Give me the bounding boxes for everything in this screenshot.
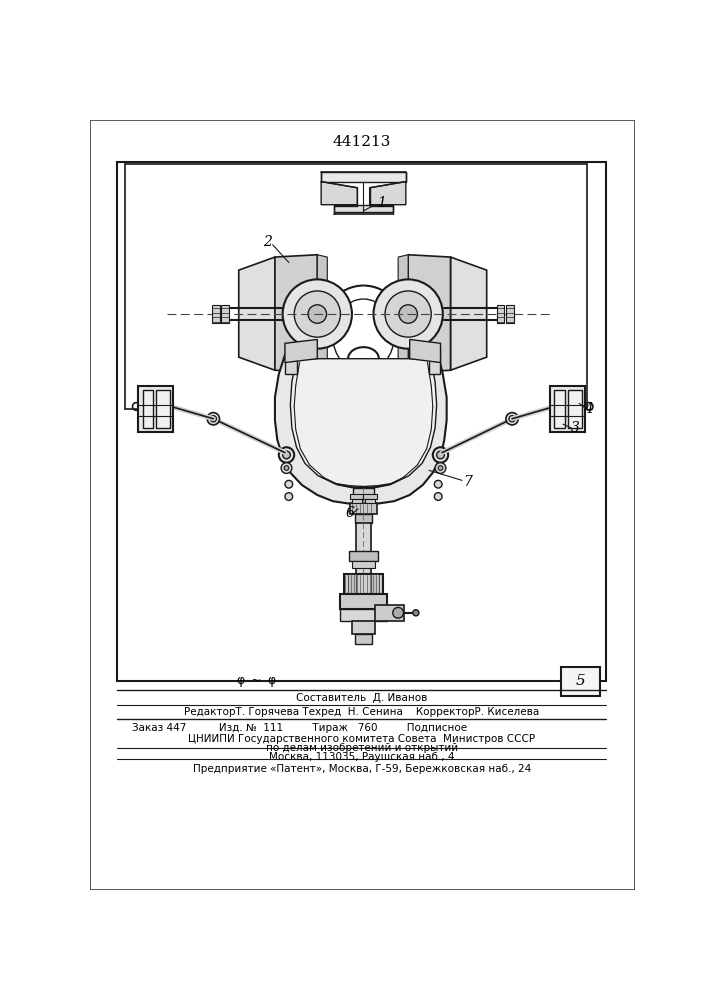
Circle shape	[283, 451, 291, 459]
Circle shape	[393, 607, 404, 618]
Circle shape	[433, 447, 448, 463]
Polygon shape	[351, 494, 363, 499]
Bar	[143, 389, 153, 428]
Polygon shape	[291, 359, 437, 487]
Circle shape	[509, 416, 515, 422]
Text: по делам изобретений и открытий: по делам изобретений и открытий	[266, 743, 458, 753]
Polygon shape	[344, 574, 382, 594]
Polygon shape	[285, 339, 317, 363]
Polygon shape	[497, 305, 504, 323]
Polygon shape	[365, 499, 375, 503]
Text: РедакторТ. Горячева Техред  Н. Сенина    КорректорР. Киселева: РедакторТ. Горячева Техред Н. Сенина Кор…	[185, 707, 539, 717]
Bar	[554, 389, 565, 428]
Circle shape	[434, 493, 442, 500]
Polygon shape	[354, 488, 373, 503]
Polygon shape	[352, 499, 362, 503]
Circle shape	[308, 305, 327, 323]
Polygon shape	[352, 620, 375, 634]
Bar	[117, 162, 606, 681]
Bar	[156, 389, 170, 428]
Polygon shape	[370, 182, 406, 205]
Polygon shape	[321, 172, 406, 182]
Text: Москва, 113035, Раушская наб., 4: Москва, 113035, Раушская наб., 4	[269, 752, 455, 762]
Circle shape	[373, 279, 443, 349]
Circle shape	[210, 416, 216, 422]
Circle shape	[294, 291, 340, 337]
Circle shape	[161, 400, 170, 410]
Polygon shape	[348, 574, 356, 594]
Text: 2: 2	[263, 235, 271, 249]
Circle shape	[207, 413, 219, 425]
Polygon shape	[351, 503, 377, 514]
Polygon shape	[363, 494, 377, 499]
Circle shape	[413, 610, 419, 616]
Circle shape	[132, 403, 140, 410]
Polygon shape	[375, 605, 404, 620]
Circle shape	[585, 403, 593, 410]
Circle shape	[555, 400, 564, 410]
Circle shape	[279, 447, 294, 463]
Polygon shape	[275, 255, 317, 373]
Polygon shape	[340, 609, 387, 620]
Text: 7: 7	[463, 475, 472, 489]
Circle shape	[284, 466, 288, 470]
Bar	[550, 386, 585, 432]
Text: φ: φ	[236, 674, 245, 687]
Polygon shape	[409, 339, 440, 363]
Circle shape	[435, 463, 446, 473]
Polygon shape	[239, 257, 275, 370]
Circle shape	[285, 493, 293, 500]
Polygon shape	[506, 305, 514, 323]
Polygon shape	[450, 257, 486, 370]
Polygon shape	[334, 205, 393, 212]
Polygon shape	[371, 574, 379, 594]
Bar	[568, 389, 582, 428]
Polygon shape	[355, 634, 372, 644]
Text: 5: 5	[575, 674, 585, 688]
Polygon shape	[285, 347, 296, 374]
Circle shape	[438, 466, 443, 470]
Circle shape	[281, 463, 292, 473]
Circle shape	[399, 305, 417, 323]
Polygon shape	[356, 523, 371, 574]
Polygon shape	[212, 305, 219, 323]
Text: ~: ~	[250, 674, 261, 687]
Circle shape	[434, 480, 442, 488]
Circle shape	[437, 451, 444, 459]
Circle shape	[285, 480, 293, 488]
Text: Составитель  Д. Иванов: Составитель Д. Иванов	[296, 692, 428, 703]
Polygon shape	[321, 182, 357, 205]
Text: 6: 6	[346, 506, 355, 520]
Polygon shape	[221, 305, 229, 323]
Polygon shape	[398, 255, 408, 373]
Polygon shape	[340, 594, 387, 609]
Bar	[561, 667, 600, 696]
Text: 1: 1	[377, 196, 385, 210]
Polygon shape	[317, 255, 327, 373]
Polygon shape	[275, 347, 447, 504]
Bar	[138, 386, 173, 432]
Polygon shape	[349, 551, 378, 561]
Text: Предприятие «Патент», Москва, Г-59, Бережковская наб., 24: Предприятие «Патент», Москва, Г-59, Бере…	[193, 764, 531, 774]
Text: Заказ 447          Изд. №  111         Тираж   760         Подписное: Заказ 447 Изд. № 111 Тираж 760 Подписное	[132, 723, 467, 733]
Polygon shape	[352, 561, 375, 568]
Circle shape	[283, 279, 352, 349]
Text: 441213: 441213	[333, 135, 391, 149]
Text: 3: 3	[571, 421, 580, 435]
Polygon shape	[408, 255, 450, 373]
Text: φ: φ	[267, 674, 275, 687]
Circle shape	[385, 291, 431, 337]
Polygon shape	[355, 514, 372, 523]
Text: 4: 4	[584, 402, 592, 416]
Text: ЦНИИПИ Государственного комитета Совета  Министров СССР: ЦНИИПИ Государственного комитета Совета …	[188, 734, 535, 744]
Polygon shape	[429, 347, 440, 374]
Circle shape	[506, 413, 518, 425]
